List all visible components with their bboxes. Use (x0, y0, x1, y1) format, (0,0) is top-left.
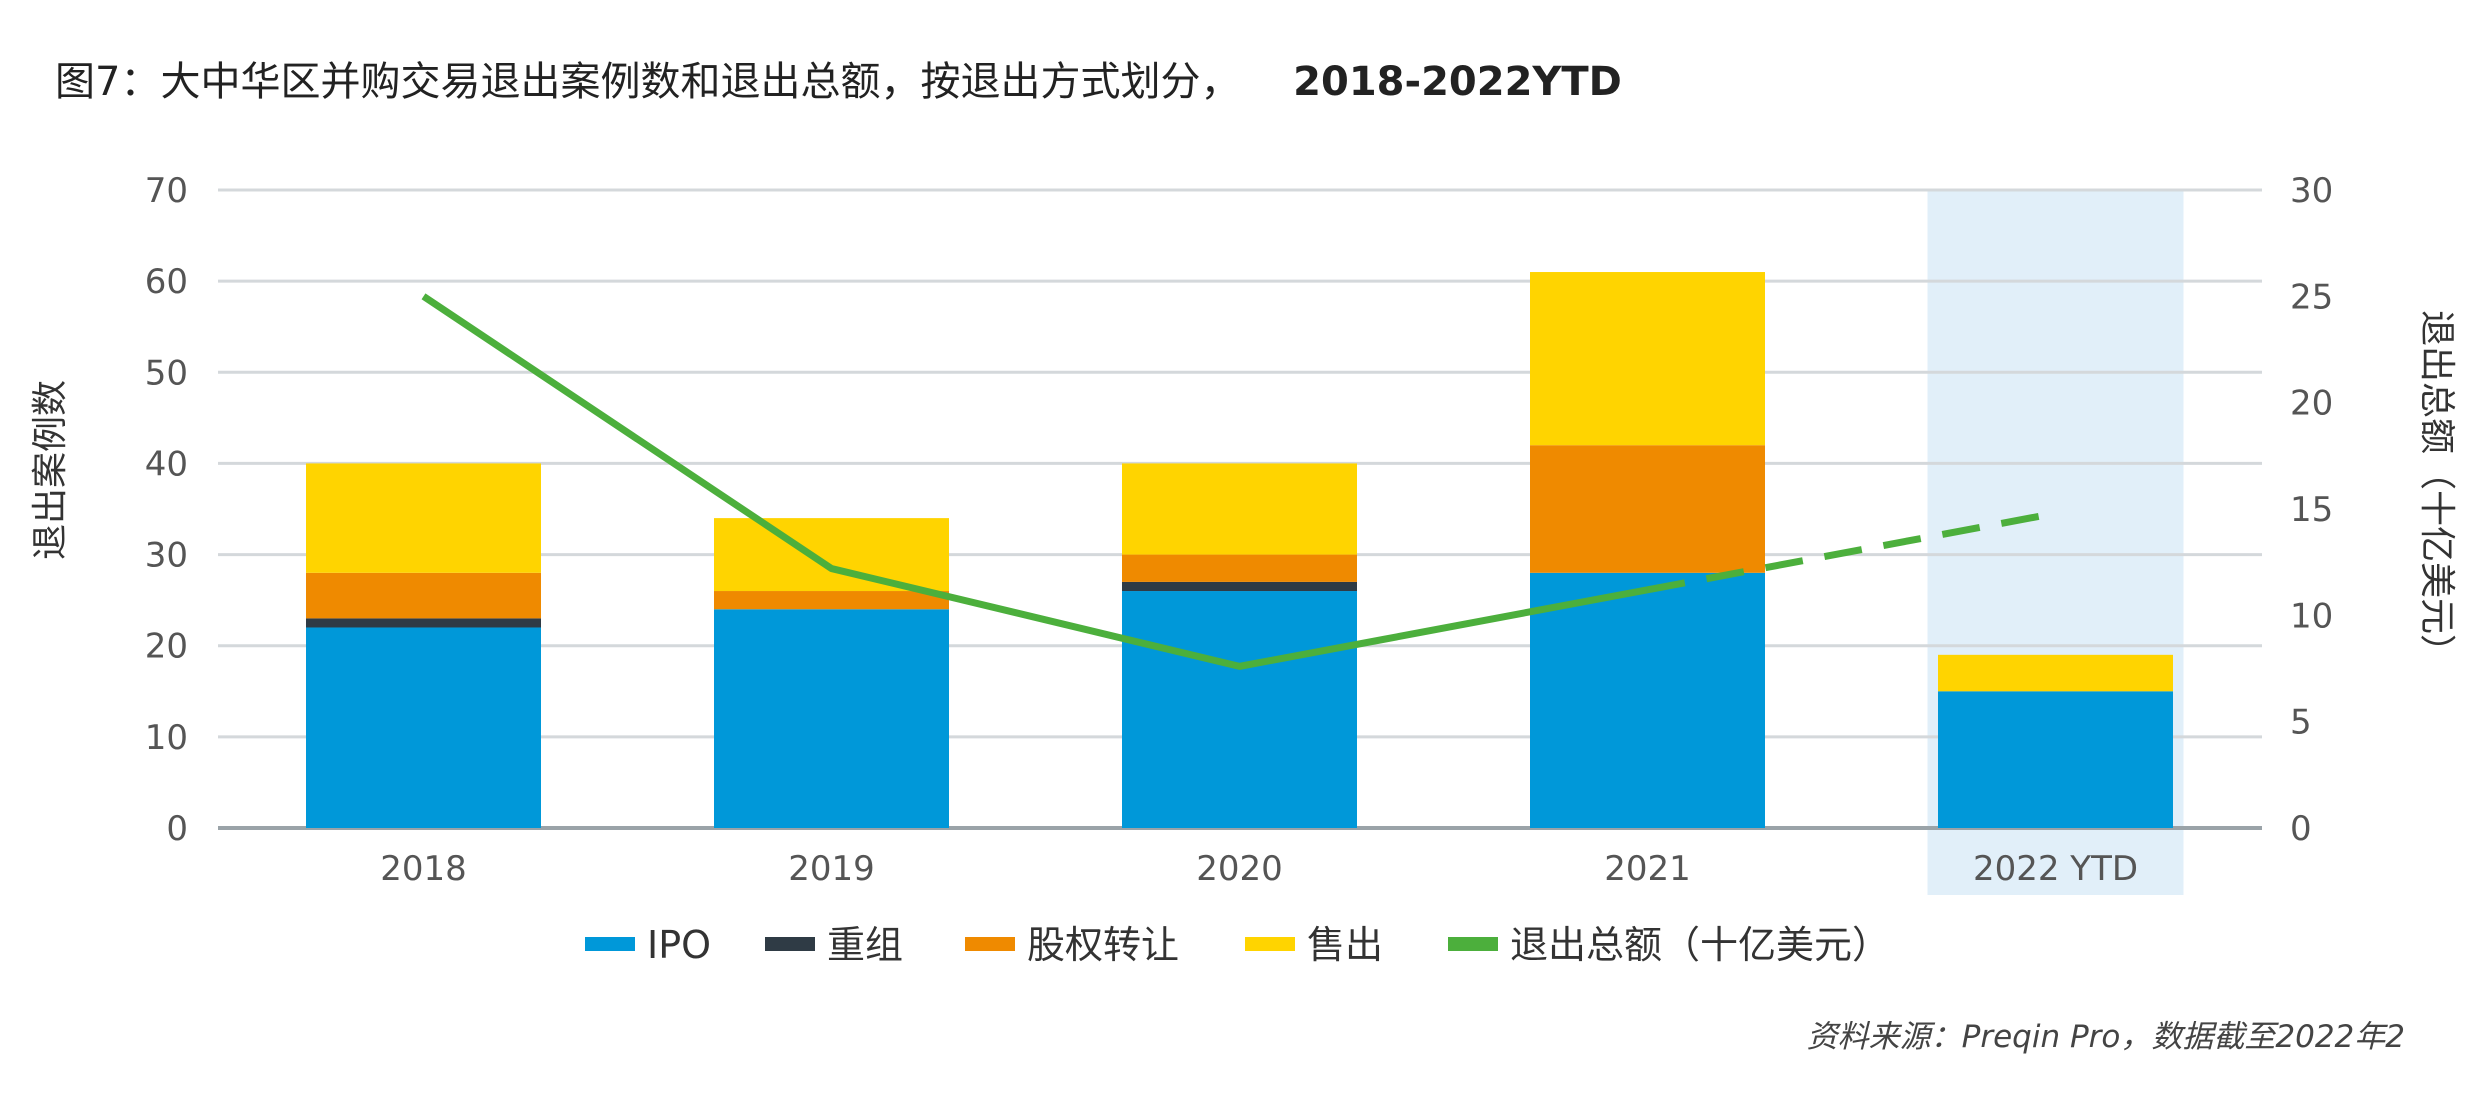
legend-label: 股权转让 (1027, 923, 1179, 967)
right-axis-ticks: 0 5 10 15 20 25 30 (2290, 171, 2333, 849)
total-line-solid (421, 293, 1649, 670)
legend-label: 售出 (1307, 923, 1383, 967)
source-note: 资料来源：Preqin Pro，数据截至2022年2 (1807, 1019, 2405, 1055)
left-tick-label: 70 (145, 171, 188, 211)
legend: IPO 重组 股权转让 售出 退出总额（十亿美元） (585, 923, 1890, 967)
chart-title-years: 2018-2022YTD (1293, 59, 1622, 105)
left-tick-label: 20 (145, 627, 188, 667)
category-label: 2021 (1604, 849, 1691, 889)
bar-segment (714, 591, 949, 610)
right-tick-label: 30 (2290, 171, 2333, 211)
bar-segment (306, 463, 541, 573)
chart-title-main: 图7：大中华区并购交易退出案例数和退出总额，按退出方式划分， (55, 59, 1240, 105)
bar-segment (1530, 272, 1765, 446)
legend-swatch (1448, 937, 1498, 951)
legend-swatch (965, 937, 1015, 951)
right-axis-title: 退出总额（十亿美元） (2416, 310, 2457, 670)
left-tick-label: 30 (145, 536, 188, 576)
legend-label: IPO (647, 923, 711, 967)
category-label: 2018 (380, 849, 467, 889)
legend-swatch (1245, 937, 1295, 951)
legend-swatch (765, 937, 815, 951)
bars (306, 272, 2173, 828)
bar-segment (1122, 581, 1357, 592)
chart-title: 图7：大中华区并购交易退出案例数和退出总额，按退出方式划分， 2018-2022… (55, 59, 1622, 105)
category-label: 2020 (1196, 849, 1283, 889)
left-axis-title: 退出案例数 (30, 380, 71, 560)
bar-segment (306, 627, 541, 828)
bar-segment (1938, 654, 2173, 692)
left-tick-label: 0 (166, 809, 188, 849)
right-tick-label: 0 (2290, 809, 2312, 849)
category-labels: 2018 2019 2020 2021 2022 YTD (380, 849, 2138, 889)
right-tick-label: 15 (2290, 490, 2333, 530)
right-tick-label: 10 (2290, 596, 2333, 636)
left-tick-label: 10 (145, 718, 188, 758)
total-line-dashed (1646, 509, 2057, 594)
total-line (421, 293, 2057, 670)
bar-segment (714, 609, 949, 828)
right-tick-label: 5 (2290, 703, 2312, 743)
bar-segment (1122, 591, 1357, 828)
legend-label: 退出总额（十亿美元） (1510, 923, 1890, 967)
left-tick-label: 60 (145, 262, 188, 302)
bar-segment (1122, 554, 1357, 582)
legend-label: 重组 (827, 923, 903, 967)
bar-segment (1530, 572, 1765, 828)
bar-segment (1938, 691, 2173, 828)
bar-segment (1530, 445, 1765, 573)
left-tick-label: 40 (145, 444, 188, 484)
bar-segment (306, 572, 541, 619)
legend-swatch (585, 937, 635, 951)
left-axis-ticks: 0 10 20 30 40 50 60 70 (145, 171, 188, 849)
category-label: 2022 YTD (1973, 849, 2138, 889)
bar-segment (1122, 463, 1357, 555)
bar-segment (306, 618, 541, 628)
category-label: 2019 (788, 849, 875, 889)
right-tick-label: 25 (2290, 277, 2333, 317)
bar-segment (714, 518, 949, 592)
right-tick-label: 20 (2290, 384, 2333, 424)
left-tick-label: 50 (145, 353, 188, 393)
